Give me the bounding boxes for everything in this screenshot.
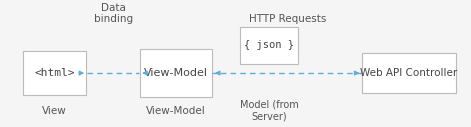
Text: { json }: { json }: [244, 40, 294, 50]
FancyBboxPatch shape: [240, 27, 298, 64]
Text: View: View: [42, 106, 67, 116]
FancyBboxPatch shape: [23, 51, 86, 95]
Text: Web API Controller: Web API Controller: [360, 68, 458, 78]
Text: View-Model: View-Model: [144, 68, 208, 78]
Text: <html>: <html>: [34, 68, 74, 78]
Text: HTTP Requests: HTTP Requests: [249, 14, 326, 25]
Text: View-Model: View-Model: [146, 106, 205, 116]
Text: Data
binding: Data binding: [94, 3, 133, 25]
FancyBboxPatch shape: [362, 53, 455, 93]
Text: Model (from
Server): Model (from Server): [240, 99, 298, 121]
FancyBboxPatch shape: [139, 49, 212, 97]
